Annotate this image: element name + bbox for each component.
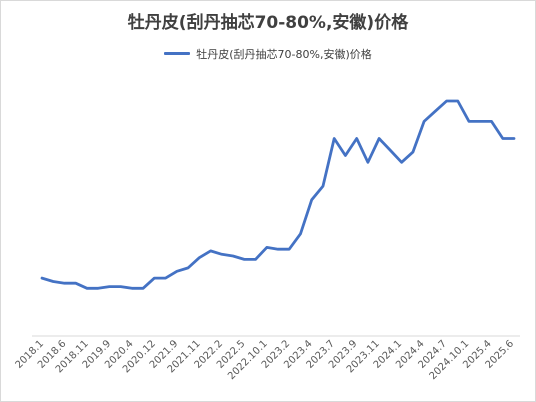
legend-label: 牡丹皮(刮丹抽芯70-80%,安徽)价格 <box>196 47 372 61</box>
legend-swatch <box>164 52 191 55</box>
series-line <box>40 99 516 290</box>
legend: 牡丹皮(刮丹抽芯70-80%,安徽)价格 <box>0 45 536 62</box>
chart-title: 牡丹皮(刮丹抽芯70-80%,安徽)价格 <box>127 13 409 33</box>
